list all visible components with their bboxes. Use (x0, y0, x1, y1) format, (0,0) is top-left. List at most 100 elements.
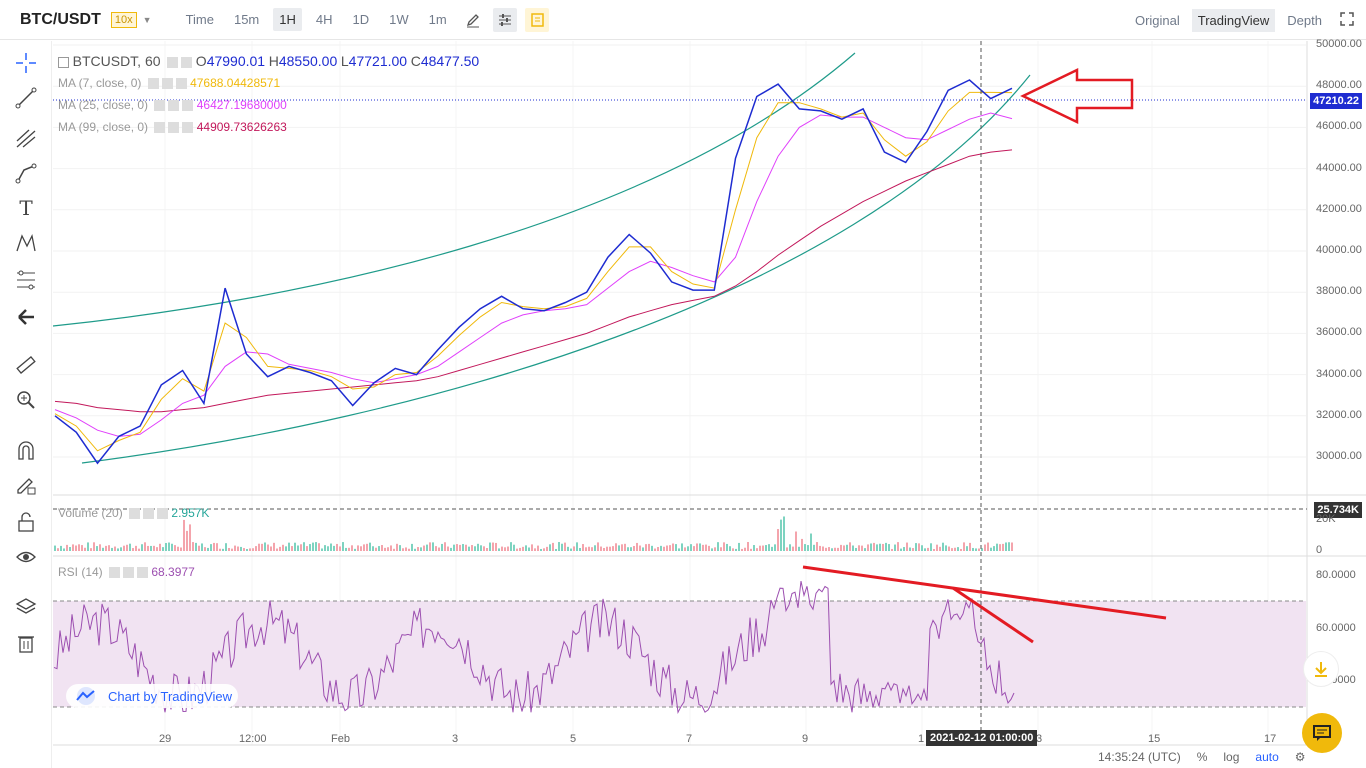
eye-icon[interactable] (12, 543, 40, 571)
close-small-icon[interactable] (137, 567, 149, 579)
zoom-icon[interactable] (12, 386, 40, 414)
volume-bar (909, 547, 911, 551)
volume-bar (867, 544, 869, 551)
gear-small-icon[interactable] (161, 78, 173, 90)
tab-tradingview[interactable]: TradingView (1191, 8, 1276, 32)
interval-1w[interactable]: 1W (389, 12, 409, 27)
fib-icon[interactable] (12, 266, 40, 294)
eye-small-icon[interactable] (154, 122, 166, 134)
volume-bar (540, 548, 542, 551)
volume-bar (399, 545, 401, 551)
volume-bar (357, 545, 359, 551)
volume-bar (843, 545, 845, 551)
volume-bar (57, 548, 59, 551)
log-toggle[interactable]: log (1223, 750, 1240, 764)
gear-small-icon[interactable] (181, 57, 193, 69)
volume-bar (882, 543, 884, 551)
text-icon[interactable]: T (19, 196, 33, 220)
volume-bar (693, 546, 695, 551)
leverage-badge[interactable]: 10x (110, 11, 137, 28)
close-small-icon[interactable] (157, 508, 169, 520)
volume-bar (288, 542, 290, 551)
volume-bar (534, 548, 536, 551)
volume-bar (1011, 542, 1013, 551)
interval-1m[interactable]: 1m (428, 12, 447, 27)
volume-bar (159, 543, 161, 551)
magnet-icon[interactable] (12, 436, 40, 464)
trend-line-icon[interactable] (12, 84, 40, 112)
interval-15m[interactable]: 15m (233, 12, 260, 27)
volume-bar (417, 547, 419, 551)
interval-time[interactable]: Time (185, 12, 214, 27)
volume-bar (606, 546, 608, 551)
back-arrow-icon[interactable] (12, 303, 40, 331)
price-tick: 34000.00 (1316, 367, 1362, 380)
volume-bar (123, 545, 125, 551)
eye-small-icon[interactable] (129, 508, 141, 520)
interval-4h[interactable]: 4H (315, 12, 333, 27)
volume-bars (54, 516, 1013, 551)
tab-original[interactable]: Original (1134, 12, 1180, 28)
download-icon[interactable] (1303, 651, 1339, 687)
symbol-label: BTCUSDT, 60 (72, 53, 161, 69)
gear-small-icon[interactable] (168, 122, 180, 134)
eye-small-icon[interactable] (109, 567, 121, 579)
path-icon[interactable] (12, 159, 40, 187)
unlock-icon[interactable] (12, 508, 40, 536)
layers-icon[interactable] (12, 593, 40, 621)
gear-small-icon[interactable] (143, 508, 155, 520)
volume-bar (603, 547, 605, 551)
volume-bar (873, 542, 875, 551)
volume-bar (366, 543, 368, 551)
price-tick: 42000.00 (1316, 202, 1362, 215)
close-small-icon[interactable] (182, 100, 194, 112)
volume-bar (228, 547, 230, 551)
auto-toggle[interactable]: auto (1255, 750, 1279, 764)
fullscreen-icon[interactable] (1334, 8, 1360, 33)
volume-bar (66, 544, 68, 551)
rsi-legend: RSI (14) 68.3977 (58, 565, 195, 579)
volume-bar (60, 545, 62, 551)
ma99-legend: MA (99, close, 0) 44909.73626263 (58, 120, 287, 134)
symbol-pair[interactable]: BTC/USDT (20, 10, 101, 28)
volume-bar (261, 543, 263, 551)
volume-bar (393, 548, 395, 551)
settings-sliders-icon[interactable] (492, 7, 517, 32)
tab-depth[interactable]: Depth (1287, 12, 1322, 28)
volume-bar (885, 542, 887, 551)
eye-small-icon[interactable] (147, 78, 159, 90)
volume-bar (162, 547, 164, 551)
crosshair-icon[interactable] (12, 49, 40, 77)
eye-small-icon[interactable] (167, 57, 179, 69)
tradingview-attribution[interactable]: Chart by TradingView (66, 684, 239, 708)
volume-bar (552, 542, 554, 551)
interval-1h[interactable]: 1H (273, 8, 302, 31)
volume-bar (270, 546, 272, 551)
gear-small-icon[interactable] (123, 567, 135, 579)
pitchfork-icon[interactable] (12, 124, 40, 152)
gear-icon[interactable]: ⚙ (1294, 750, 1306, 764)
indicator-list-icon[interactable] (524, 7, 549, 32)
volume-bar (78, 544, 80, 551)
chat-icon[interactable] (1302, 713, 1342, 753)
volume-bar (198, 545, 200, 551)
lock-pencil-icon[interactable] (12, 471, 40, 499)
gear-small-icon[interactable] (168, 100, 180, 112)
ma7-line (54, 91, 1013, 452)
volume-bar (522, 546, 524, 551)
eye-small-icon[interactable] (154, 100, 166, 112)
percent-toggle[interactable]: % (1196, 750, 1208, 764)
chevron-down-icon[interactable]: ▼ (142, 14, 152, 25)
trash-icon[interactable] (12, 629, 40, 657)
volume-bar (804, 544, 806, 551)
pattern-icon[interactable] (12, 229, 40, 257)
volume-bar (519, 547, 521, 551)
ruler-icon[interactable] (12, 351, 40, 379)
collapse-icon[interactable] (58, 57, 69, 69)
interval-1d[interactable]: 1D (352, 12, 370, 27)
pencil-icon[interactable] (461, 8, 485, 32)
close-small-icon[interactable] (175, 78, 187, 90)
volume-bar (549, 544, 551, 551)
close-small-icon[interactable] (182, 122, 194, 134)
